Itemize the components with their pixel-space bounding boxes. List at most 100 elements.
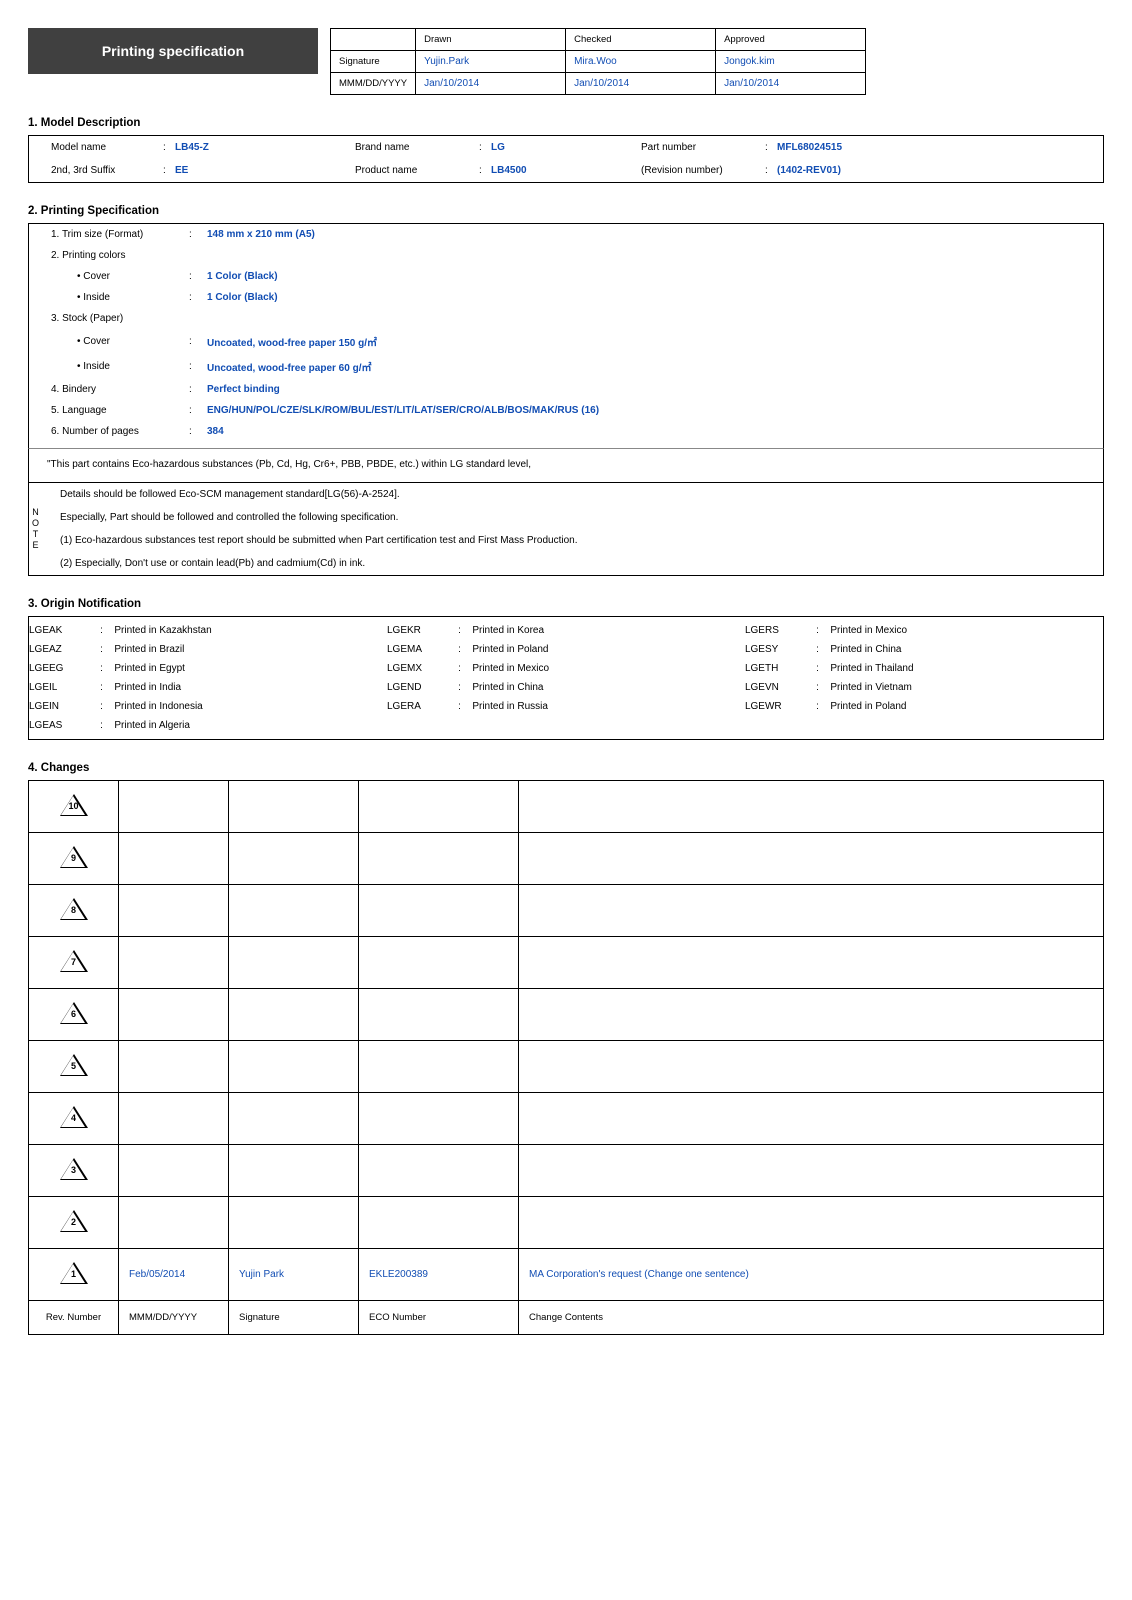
origin-location: Printed in Kazakhstan: [114, 621, 387, 640]
colon: :: [816, 659, 830, 678]
col-approved: Approved: [716, 29, 866, 51]
change-signature: [229, 1197, 359, 1249]
colon: :: [458, 678, 472, 697]
spec-label: • Cover: [29, 329, 189, 354]
note-line: Details should be followed Eco-SCM manag…: [42, 483, 1103, 506]
origin-code: [745, 716, 816, 735]
change-eco: [359, 833, 519, 885]
origin-location: [472, 716, 745, 735]
colon: :: [189, 421, 207, 442]
row-date-label: MMM/DD/YYYY: [331, 73, 416, 95]
origin-location: Printed in Indonesia: [114, 697, 387, 716]
note-line: "This part contains Eco-hazardous substa…: [29, 453, 1103, 476]
label-part-number: Part number: [641, 142, 761, 153]
spec-value: 1 Color (Black): [207, 266, 1103, 287]
colon: :: [100, 678, 114, 697]
origin-location: Printed in Mexico: [472, 659, 745, 678]
spec-label: 4. Bindery: [29, 379, 189, 400]
change-date: [119, 1041, 229, 1093]
colon: [189, 308, 207, 329]
change-signature: [229, 937, 359, 989]
spec-table: 1. Trim size (Format):148 mm x 210 mm (A…: [29, 224, 1103, 442]
rev-triangle-icon: 9: [59, 846, 89, 868]
section-title-spec: 2. Printing Specification: [28, 205, 1104, 217]
colon: :: [189, 224, 207, 245]
origin-box: LGEAK:Printed in KazakhstanLGEKR:Printed…: [28, 616, 1104, 740]
change-signature: Yujin Park: [229, 1249, 359, 1301]
colon: :: [761, 142, 777, 153]
note-line: Especially, Part should be followed and …: [42, 506, 1103, 529]
origin-code: LGEWR: [745, 697, 816, 716]
rev-triangle-icon: 1: [59, 1262, 89, 1284]
model-box: Model name : LB45-Z Brand name : LG Part…: [28, 135, 1104, 183]
origin-code: LGEVN: [745, 678, 816, 697]
colon: :: [189, 400, 207, 421]
colon: :: [475, 165, 491, 176]
change-eco: [359, 989, 519, 1041]
col-checked: Checked: [566, 29, 716, 51]
col-drawn: Drawn: [416, 29, 566, 51]
rev-triangle-icon: 10: [59, 794, 89, 816]
colon: :: [816, 697, 830, 716]
rev-number-cell: 5: [29, 1041, 119, 1093]
rev-number-cell: 4: [29, 1093, 119, 1145]
colon: :: [816, 678, 830, 697]
rev-triangle-icon: 4: [59, 1106, 89, 1128]
rev-triangle-icon: 5: [59, 1054, 89, 1076]
origin-code: LGETH: [745, 659, 816, 678]
value-part-number: MFL68024515: [777, 142, 927, 153]
colon: :: [458, 697, 472, 716]
change-eco: [359, 1041, 519, 1093]
value-model-name: LB45-Z: [175, 142, 355, 153]
origin-code: LGEND: [387, 678, 458, 697]
change-contents: MA Corporation's request (Change one sen…: [519, 1249, 1104, 1301]
spec-label: 5. Language: [29, 400, 189, 421]
model-row-1: Model name : LB45-Z Brand name : LG Part…: [29, 136, 1103, 159]
colon: :: [159, 142, 175, 153]
spec-label: • Cover: [29, 266, 189, 287]
colon: :: [189, 329, 207, 354]
signature-drawn: Yujin.Park: [416, 51, 566, 73]
rev-triangle-icon: 7: [59, 950, 89, 972]
origin-code: LGERS: [745, 621, 816, 640]
origin-code: [387, 716, 458, 735]
colon: [458, 716, 472, 735]
colon: :: [816, 621, 830, 640]
change-eco: [359, 885, 519, 937]
spec-value: [207, 245, 1103, 266]
change-signature: [229, 1145, 359, 1197]
origin-code: LGEMA: [387, 640, 458, 659]
origin-location: Printed in Algeria: [114, 716, 387, 735]
origin-location: Printed in Vietnam: [830, 678, 1103, 697]
spec-value: 148 mm x 210 mm (A5): [207, 224, 1103, 245]
origin-location: Printed in Thailand: [830, 659, 1103, 678]
changes-header-contents: Change Contents: [519, 1301, 1104, 1335]
origin-table: LGEAK:Printed in KazakhstanLGEKR:Printed…: [29, 621, 1103, 735]
label-brand-name: Brand name: [355, 142, 475, 153]
changes-header-rev: Rev. Number: [29, 1301, 119, 1335]
origin-code: LGEAS: [29, 716, 100, 735]
origin-code: LGEKR: [387, 621, 458, 640]
change-eco: [359, 1093, 519, 1145]
origin-location: Printed in Mexico: [830, 621, 1103, 640]
change-date: [119, 989, 229, 1041]
origin-code: LGEIL: [29, 678, 100, 697]
origin-location: Printed in Russia: [472, 697, 745, 716]
change-date: [119, 1145, 229, 1197]
change-date: [119, 1093, 229, 1145]
colon: :: [761, 165, 777, 176]
colon: :: [159, 165, 175, 176]
change-eco: EKLE200389: [359, 1249, 519, 1301]
section-title-changes: 4. Changes: [28, 762, 1104, 774]
change-signature: [229, 781, 359, 833]
change-date: [119, 1197, 229, 1249]
origin-code: LGEAK: [29, 621, 100, 640]
changes-header-eco: ECO Number: [359, 1301, 519, 1335]
change-contents: [519, 1093, 1104, 1145]
rev-number-cell: 8: [29, 885, 119, 937]
blank-cell: [331, 29, 416, 51]
origin-code: LGESY: [745, 640, 816, 659]
origin-location: [830, 716, 1103, 735]
colon: :: [458, 659, 472, 678]
change-date: [119, 885, 229, 937]
